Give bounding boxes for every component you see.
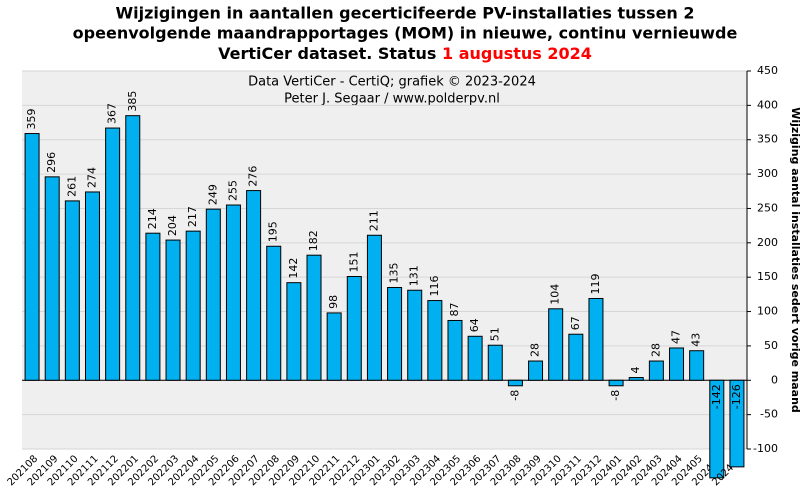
data-label: -8	[609, 390, 622, 401]
data-label: 87	[448, 302, 461, 316]
data-label: 261	[65, 176, 78, 197]
data-label: 367	[106, 103, 119, 124]
data-label: 274	[85, 167, 98, 188]
bar	[84, 191, 100, 381]
data-label: 204	[166, 215, 179, 236]
bar	[568, 333, 584, 381]
bar	[125, 115, 141, 381]
y-axis-label: Wijziging aantal installaties sedert vor…	[789, 107, 802, 413]
bar	[729, 379, 745, 468]
bar	[427, 300, 443, 381]
bar	[507, 379, 523, 387]
bar	[145, 232, 161, 381]
data-label: 51	[488, 327, 501, 341]
data-label: 296	[45, 152, 58, 173]
bar	[709, 379, 725, 479]
title-highlight: 1 augustus 2024	[442, 44, 592, 63]
bar	[628, 377, 644, 381]
data-label: 211	[367, 210, 380, 231]
bar	[165, 239, 181, 381]
bar	[326, 312, 342, 381]
bar	[528, 360, 544, 381]
data-label: 98	[327, 295, 340, 309]
data-label: 214	[146, 208, 159, 229]
chart-title: VertiCer dataset. Status 1 augustus 2024	[218, 44, 592, 63]
data-label: 249	[206, 184, 219, 205]
plot-area	[22, 71, 747, 449]
data-label: 64	[468, 318, 481, 332]
y-tick-label: 450	[757, 64, 778, 77]
bar	[44, 176, 60, 381]
subtitle: Peter J. Segaar / www.polderpv.nl	[284, 92, 500, 107]
bar	[608, 379, 624, 387]
y-tick-label: 250	[757, 201, 778, 214]
data-label: 151	[347, 251, 360, 272]
data-label: 135	[388, 262, 401, 283]
data-label: -126	[730, 384, 743, 409]
bar	[548, 308, 564, 381]
bar	[286, 282, 302, 381]
data-label: 47	[670, 330, 683, 344]
y-tick-label: 150	[757, 270, 778, 283]
data-label: 359	[25, 109, 38, 130]
bar	[64, 200, 80, 381]
bar	[447, 319, 463, 381]
bar	[487, 344, 503, 381]
data-label: 104	[549, 284, 562, 305]
bar	[407, 289, 423, 381]
bar	[467, 335, 483, 381]
data-label: 142	[287, 258, 300, 279]
data-label: 276	[247, 166, 260, 187]
data-label: -142	[710, 384, 723, 409]
chart-title: opeenvolgende maandrapportages (MOM) in …	[73, 24, 738, 43]
bar	[346, 275, 362, 381]
bar	[588, 297, 604, 381]
chart-title: Wijzigingen in aantallen gecerticifeerde…	[115, 4, 694, 23]
bar	[689, 350, 705, 381]
bar	[648, 360, 664, 381]
bar	[669, 347, 685, 381]
bar	[306, 254, 322, 381]
y-tick-label: 350	[757, 133, 778, 146]
data-label: 28	[529, 343, 542, 357]
data-label: 43	[690, 333, 703, 347]
data-label: 182	[307, 230, 320, 251]
y-tick-label: 300	[757, 167, 778, 180]
y-tick-label: 50	[764, 339, 778, 352]
data-label: 217	[186, 206, 199, 227]
data-label: -8	[508, 390, 521, 401]
y-tick-label: -100	[753, 442, 778, 455]
y-tick-label: 400	[757, 98, 778, 111]
data-label: 67	[569, 316, 582, 330]
data-label: 28	[649, 343, 662, 357]
y-tick-label: -50	[760, 408, 778, 421]
data-label: 255	[226, 180, 239, 201]
data-label: 119	[589, 273, 602, 294]
bar	[387, 286, 403, 381]
bar	[225, 204, 241, 381]
bar	[24, 133, 40, 381]
data-label: 195	[267, 221, 280, 242]
y-tick-label: 0	[771, 373, 778, 386]
y-tick-label: 200	[757, 236, 778, 249]
bar	[205, 208, 221, 381]
data-label: 131	[408, 265, 421, 286]
bar	[366, 234, 382, 381]
bar	[266, 245, 282, 381]
data-label: 116	[428, 276, 441, 297]
bar	[105, 127, 121, 381]
bar	[246, 190, 262, 381]
y-tick-label: 100	[757, 305, 778, 318]
data-label: 385	[126, 91, 139, 112]
chart-title: VertiCer dataset. Status	[218, 44, 436, 63]
data-label: 4	[629, 367, 642, 374]
bar	[185, 230, 201, 381]
subtitle: Data VertiCer - CertiQ; grafiek © 2023-2…	[248, 75, 536, 90]
